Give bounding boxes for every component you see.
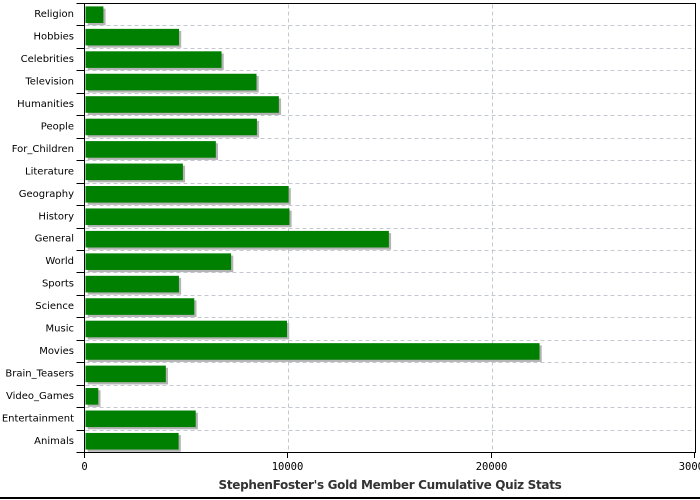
bar (85, 73, 257, 91)
bar (85, 275, 179, 293)
bar (85, 51, 222, 68)
bar (85, 410, 196, 428)
category-labels: Religion Hobbies Celebrities Television Huma… (2, 9, 74, 447)
category-label: For_Children (12, 144, 74, 155)
bar (85, 432, 179, 450)
x-tick-labels: 0 10000 20000 30000 (81, 461, 700, 473)
category-label: History (38, 211, 74, 222)
bar (85, 141, 216, 158)
category-label: People (41, 121, 74, 132)
bar (85, 253, 232, 270)
bar (85, 118, 257, 136)
bottom-rule (0, 497, 700, 499)
bar (85, 6, 104, 24)
bar (85, 96, 279, 113)
category-label: World (45, 256, 74, 267)
x-tick-label: 0 (81, 461, 87, 473)
bar (85, 28, 180, 46)
bar (85, 186, 289, 203)
bar (85, 230, 389, 248)
category-label: Hobbies (34, 32, 74, 43)
bar (85, 365, 166, 383)
x-tick-label: 10000 (272, 461, 304, 473)
category-label: Geography (19, 189, 74, 200)
category-label: Science (35, 301, 74, 312)
bars (85, 6, 542, 452)
x-tick-label: 20000 (476, 461, 508, 473)
bar (85, 320, 288, 338)
bar (85, 208, 290, 226)
x-tick-label: 30000 (679, 461, 700, 473)
category-label: Religion (34, 9, 74, 20)
bar (85, 343, 540, 360)
category-label: General (35, 234, 74, 245)
category-label: Literature (25, 166, 74, 177)
axis-ticks (76, 3, 695, 458)
gridlines (85, 4, 695, 452)
category-label: Sports (42, 279, 74, 290)
bar (85, 388, 99, 405)
category-label: Television (24, 77, 74, 88)
category-label: Music (46, 324, 74, 335)
bar (85, 163, 183, 181)
category-label: Movies (39, 346, 74, 357)
category-label: Animals (34, 436, 74, 447)
category-label: Brain_Teasers (5, 368, 74, 379)
bar (85, 298, 195, 315)
category-label: Entertainment (2, 413, 74, 424)
chart-title: StephenFoster's Gold Member Cumulative Q… (219, 478, 562, 492)
category-label: Celebrities (21, 54, 74, 65)
category-label: Humanities (17, 99, 74, 110)
category-label: Video_Games (6, 391, 74, 402)
